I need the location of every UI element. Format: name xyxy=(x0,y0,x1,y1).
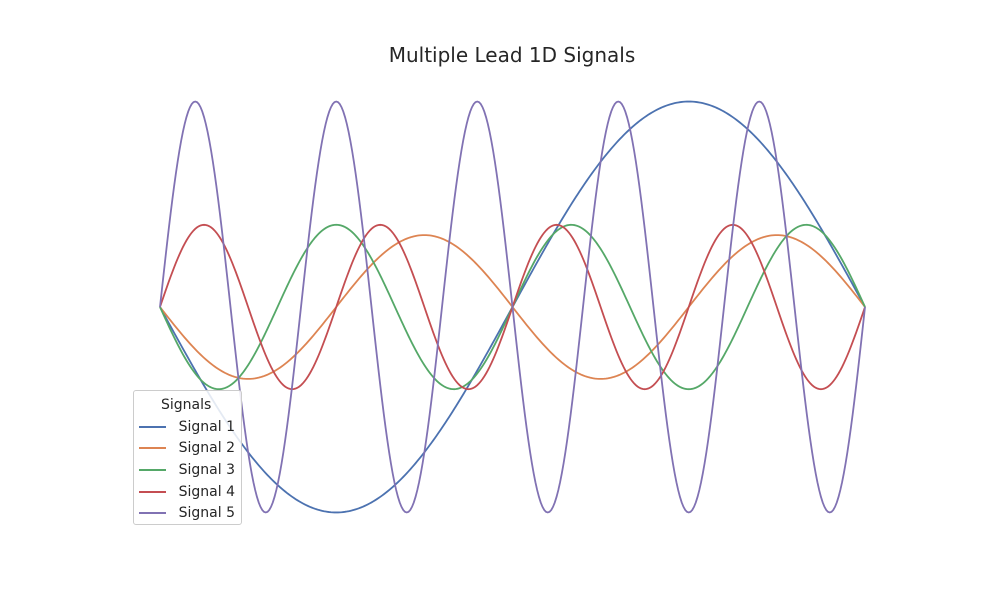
chart-title: Multiple Lead 1D Signals xyxy=(388,43,636,67)
legend-swatch xyxy=(139,425,166,428)
series-line-5 xyxy=(159,100,866,514)
legend: Signals Signal 1 Signal 2 Signal 3 Signal 4… xyxy=(133,390,242,525)
legend-swatch xyxy=(139,447,166,450)
legend-swatch xyxy=(139,468,166,471)
legend-item-4: Signal 4 xyxy=(139,481,235,503)
legend-label: Signal 5 xyxy=(178,505,235,522)
legend-label: Signal 3 xyxy=(178,461,235,478)
plot-area xyxy=(159,100,866,514)
legend-title: Signals xyxy=(161,397,212,413)
legend-items: Signal 1 Signal 2 Signal 3 Signal 4 Signal 5 xyxy=(139,416,235,524)
legend-item-2: Signal 2 xyxy=(139,438,235,460)
legend-item-1: Signal 1 xyxy=(139,416,235,438)
legend-item-5: Signal 5 xyxy=(139,502,235,524)
legend-label: Signal 4 xyxy=(178,483,235,500)
legend-swatch xyxy=(139,490,166,493)
legend-label: Signal 1 xyxy=(178,418,235,435)
legend-item-3: Signal 3 xyxy=(139,459,235,481)
legend-swatch xyxy=(139,512,166,515)
legend-label: Signal 2 xyxy=(178,440,235,457)
